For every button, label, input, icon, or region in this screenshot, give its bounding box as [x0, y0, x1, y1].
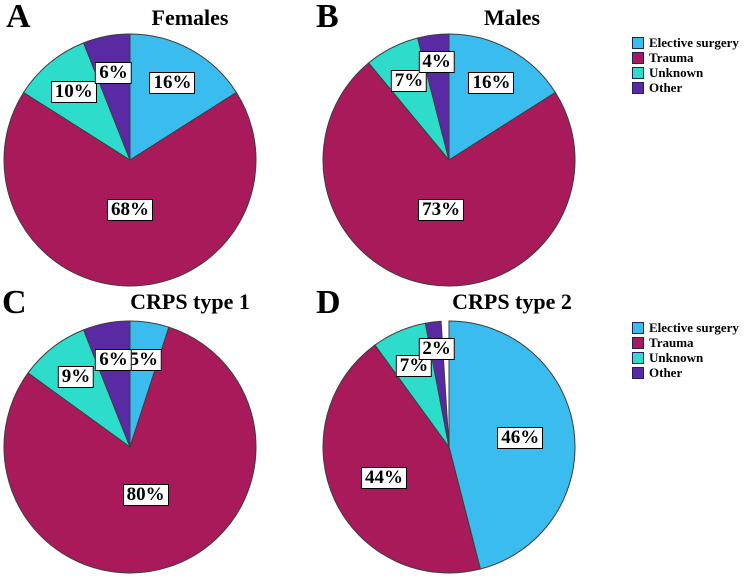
panel-title-crps-type-2: CRPS type 2 — [452, 289, 572, 314]
panel-label-a: A — [6, 0, 31, 35]
panel-title-females: Females — [151, 5, 229, 30]
slice-label-other: 6% — [95, 62, 132, 85]
slice-label-other: 4% — [418, 51, 455, 74]
slice-label-elective-surgery: 5% — [125, 348, 163, 371]
slice-label-elective-surgery: 16% — [468, 71, 515, 94]
legend-label: Unknown — [649, 350, 704, 365]
panel-label-b: B — [316, 0, 339, 35]
slice-label-other: 6% — [95, 349, 132, 372]
legend-swatch-other — [632, 366, 644, 379]
legend-bottom: Elective surgery Trauma Unknown Other — [632, 320, 750, 380]
slice-label-trauma: 44% — [361, 466, 407, 489]
legend-swatch-unknown — [632, 66, 644, 79]
legend-item-unknown: Unknown — [632, 350, 750, 365]
pie-slice-trauma — [3, 91, 257, 287]
slice-label-unknown: 10% — [50, 81, 97, 104]
legend-swatch-elective-surgery — [632, 36, 644, 49]
slice-label-other: 2% — [418, 338, 455, 361]
legend-item-trauma: Trauma — [632, 50, 750, 65]
slice-label-unknown: 7% — [395, 355, 433, 378]
legend-swatch-unknown — [632, 351, 644, 364]
legend-swatch-trauma — [632, 336, 644, 349]
pie-slice-trauma — [3, 326, 257, 574]
pie-slice-trauma — [322, 62, 576, 287]
legend-top: Elective surgery Trauma Unknown Other — [632, 35, 750, 95]
pie-chart-crps-type-1 — [3, 320, 257, 574]
legend-label: Trauma — [649, 50, 694, 65]
slice-label-elective-surgery: 46% — [497, 426, 544, 449]
legend-label: Elective surgery — [649, 320, 739, 335]
legend-item-other: Other — [632, 365, 750, 380]
legend-swatch-elective-surgery — [632, 321, 644, 334]
pie-slice-elective-surgery — [129, 33, 238, 161]
legend-label: Trauma — [649, 335, 694, 350]
legend-item-other: Other — [632, 80, 750, 95]
slice-label-unknown: 9% — [57, 366, 95, 389]
legend-item-trauma: Trauma — [632, 335, 750, 350]
panel-title-males: Males — [483, 5, 541, 30]
panel-label-c: C — [2, 284, 27, 321]
legend-item-unknown: Unknown — [632, 65, 750, 80]
legend-label: Other — [649, 80, 683, 95]
legend-item-elective-surgery: Elective surgery — [632, 320, 750, 335]
slice-label-trauma: 73% — [418, 198, 465, 221]
legend-swatch-trauma — [632, 51, 644, 64]
slice-label-unknown: 7% — [390, 70, 428, 93]
panel-title-crps-type-1: CRPS type 1 — [130, 289, 250, 314]
legend-item-elective-surgery: Elective surgery — [632, 35, 750, 50]
pie-slice-trauma — [322, 344, 481, 574]
pie-slice-elective-surgery — [448, 33, 557, 161]
slice-label-trauma: 80% — [122, 483, 169, 506]
slice-label-elective-surgery: 16% — [149, 71, 196, 94]
legend-label: Other — [649, 365, 683, 380]
legend-label: Elective surgery — [649, 35, 739, 50]
legend-label: Unknown — [649, 65, 704, 80]
slice-label-trauma: 68% — [107, 199, 153, 222]
legend-swatch-other — [632, 81, 644, 94]
panel-label-d: D — [316, 284, 341, 321]
